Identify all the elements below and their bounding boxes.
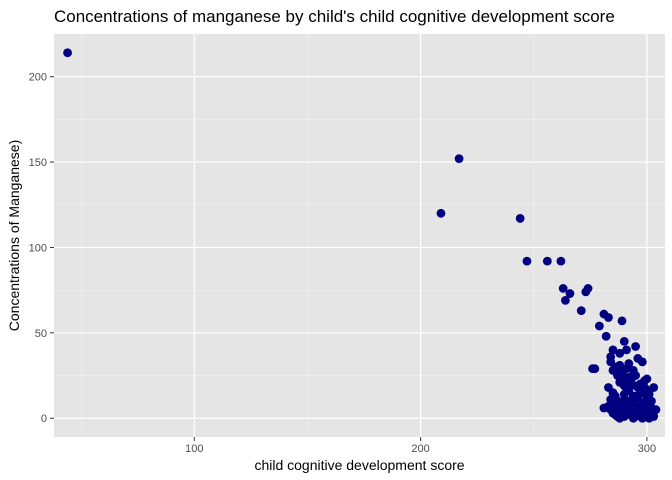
data-point: [561, 295, 570, 305]
data-point: [608, 345, 618, 355]
data-point: [576, 306, 586, 316]
data-point: [565, 289, 575, 298]
data-point: [631, 371, 640, 380]
data-point: [588, 364, 597, 374]
y-tick-label: 50: [35, 328, 47, 340]
chart-title: Concentrations of manganese by child's c…: [54, 7, 615, 26]
data-point: [604, 313, 613, 322]
x-tick-label: 100: [185, 443, 203, 455]
data-point: [63, 48, 72, 58]
data-point: [599, 403, 609, 413]
data-point: [617, 369, 627, 379]
y-tick-label: 100: [29, 242, 47, 254]
data-point: [637, 400, 647, 409]
data-point: [622, 345, 631, 355]
data-point: [601, 331, 611, 341]
gridlines: [54, 34, 665, 437]
y-axis-title: Concentrations of Manganese): [6, 140, 22, 331]
data-point: [617, 408, 627, 418]
data-point: [436, 208, 446, 218]
data-point: [633, 381, 643, 391]
y-tick-label: 0: [41, 413, 47, 425]
data-point: [606, 357, 616, 367]
data-point: [583, 284, 593, 293]
data-point: [640, 410, 650, 420]
data-point: [644, 396, 654, 406]
data-point: [515, 214, 525, 223]
data-point: [615, 360, 625, 370]
data-points: [63, 48, 661, 423]
data-point: [608, 366, 618, 375]
data-point: [633, 354, 643, 363]
data-point: [558, 284, 568, 293]
data-point: [628, 398, 638, 408]
data-point: [642, 389, 652, 399]
data-point: [649, 412, 659, 421]
y-tick-label: 200: [29, 72, 47, 84]
data-point: [454, 154, 464, 164]
data-point: [635, 388, 645, 398]
data-point: [647, 403, 656, 413]
y-axis: 0 50 100 150 200: [29, 72, 54, 425]
data-point: [619, 395, 629, 404]
x-axis-title: child cognitive development score: [254, 457, 464, 473]
x-tick-label: 300: [638, 443, 656, 455]
data-point: [617, 316, 627, 326]
data-point: [542, 256, 552, 266]
data-point: [619, 336, 629, 346]
data-point: [615, 348, 625, 358]
data-point: [522, 256, 532, 266]
x-tick-label: 200: [411, 443, 429, 455]
x-axis: 100 200 300: [185, 437, 656, 455]
data-point: [624, 372, 634, 382]
y-tick-label: 150: [29, 157, 47, 169]
plot-panel: [54, 34, 665, 437]
data-point: [594, 321, 604, 331]
data-point: [556, 256, 566, 266]
data-point: [626, 381, 636, 391]
data-point: [631, 342, 640, 351]
data-point: [631, 408, 640, 418]
data-point: [610, 393, 620, 403]
